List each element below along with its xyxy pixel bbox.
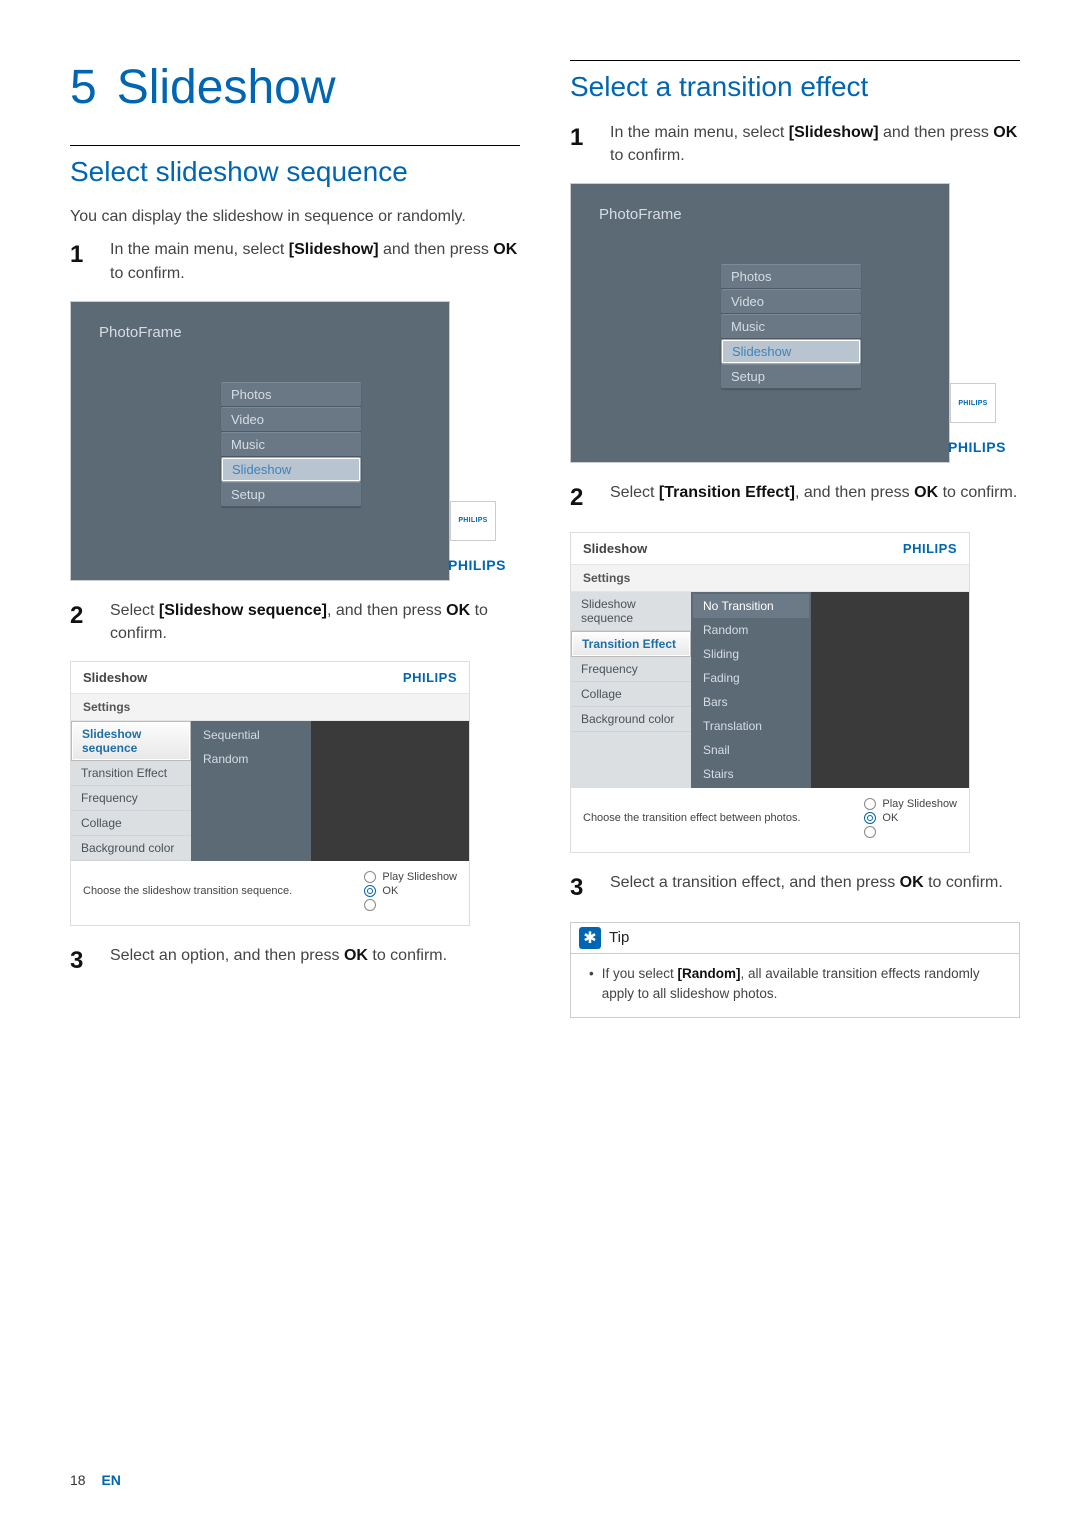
- philips-brand: PHILIPS: [403, 670, 457, 685]
- philips-logo-small: PHILIPS: [450, 501, 496, 541]
- step-text: Select [Slideshow sequence], and then pr…: [110, 599, 520, 645]
- list-item: Slideshow: [721, 339, 861, 364]
- step-number: 2: [70, 599, 110, 634]
- list-item: Background color: [571, 707, 691, 732]
- pfb-preview: [311, 721, 469, 861]
- list-item: Music: [721, 314, 861, 339]
- page-number: 18: [70, 1472, 86, 1488]
- philips-brand: PHILIPS: [903, 541, 957, 556]
- pfb-controls: Play Slideshow OK: [364, 871, 457, 911]
- pf-menu-list: PhotosVideoMusicSlideshowSetup: [221, 382, 361, 507]
- philips-brand: PHILIPS: [948, 439, 1006, 455]
- step-text: In the main menu, select [Slideshow] and…: [110, 238, 520, 284]
- pfb-mid-list: No TransitionRandomSlidingFadingBarsTran…: [691, 592, 811, 788]
- step-text: Select a transition effect, and then pre…: [610, 871, 1020, 894]
- pfb-left-list: Slideshow sequenceTransition EffectFrequ…: [71, 721, 191, 861]
- pf-menu-list: PhotosVideoMusicSlideshowSetup: [721, 264, 861, 389]
- page-footer: 18 EN: [70, 1472, 121, 1488]
- step-item: 1 In the main menu, select [Slideshow] a…: [70, 238, 520, 284]
- step-number: 1: [570, 121, 610, 156]
- list-item: Slideshow sequence: [571, 592, 691, 631]
- tip-icon: ✱: [579, 927, 601, 949]
- pfb-left-list: Slideshow sequenceTransition EffectFrequ…: [571, 592, 691, 788]
- bullet-icon: •: [589, 964, 594, 1003]
- list-item: Frequency: [71, 786, 191, 811]
- list-item: Translation: [693, 714, 809, 738]
- section-heading-right: Select a transition effect: [570, 71, 1020, 103]
- list-item: Bars: [693, 690, 809, 714]
- list-item: Music: [221, 432, 361, 457]
- pf-title: PhotoFrame: [99, 324, 182, 341]
- list-item: Video: [221, 407, 361, 432]
- step-number: 3: [70, 944, 110, 979]
- list-item: Video: [721, 289, 861, 314]
- list-item: Fading: [693, 666, 809, 690]
- tip-box: ✱ Tip • If you select [Random], all avai…: [570, 922, 1020, 1018]
- list-item: Collage: [71, 811, 191, 836]
- list-item: Setup: [721, 364, 861, 389]
- screenshot-photoframe-menu: PhotoFrame PhotosVideoMusicSlideshowSetu…: [70, 301, 450, 581]
- step-number: 1: [70, 238, 110, 273]
- step-number: 2: [570, 481, 610, 516]
- list-item: Transition Effect: [571, 631, 691, 657]
- screenshot-slideshow-settings: Slideshow PHILIPS Settings Slideshow seq…: [70, 661, 470, 926]
- list-item: Random: [193, 747, 309, 771]
- section-divider: [570, 60, 1020, 61]
- list-item: Photos: [221, 382, 361, 407]
- list-item: Slideshow: [221, 457, 361, 482]
- list-item: Snail: [693, 738, 809, 762]
- step-number: 3: [570, 871, 610, 906]
- step-text: Select an option, and then press OK to c…: [110, 944, 520, 967]
- tip-text: If you select [Random], all available tr…: [602, 964, 1005, 1003]
- intro-text: You can display the slideshow in sequenc…: [70, 206, 520, 228]
- pfb-title: Slideshow: [583, 541, 647, 556]
- section-heading-left: Select slideshow sequence: [70, 156, 520, 188]
- step-text: In the main menu, select [Slideshow] and…: [610, 121, 1020, 167]
- pfb-preview: [811, 592, 969, 788]
- list-item: Random: [693, 618, 809, 642]
- pfb-hint: Choose the slideshow transition sequence…: [83, 885, 292, 897]
- list-item: Setup: [221, 482, 361, 507]
- list-item: Photos: [721, 264, 861, 289]
- step-item: 2 Select [Transition Effect], and then p…: [570, 481, 1020, 516]
- screenshot-photoframe-menu: PhotoFrame PhotosVideoMusicSlideshowSetu…: [570, 183, 950, 463]
- list-item: Transition Effect: [71, 761, 191, 786]
- philips-logo-small: PHILIPS: [950, 383, 996, 423]
- pfb-title: Slideshow: [83, 670, 147, 685]
- pfb-controls: Play Slideshow OK: [864, 798, 957, 838]
- list-item: Frequency: [571, 657, 691, 682]
- list-item: Slideshow sequence: [71, 721, 191, 761]
- list-item: No Transition: [693, 594, 809, 618]
- step-item: 2 Select [Slideshow sequence], and then …: [70, 599, 520, 645]
- pfb-subtitle: Settings: [71, 693, 469, 721]
- list-item: Sliding: [693, 642, 809, 666]
- page-language: EN: [101, 1472, 120, 1488]
- step-item: 3 Select a transition effect, and then p…: [570, 871, 1020, 906]
- screenshot-transition-settings: Slideshow PHILIPS Settings Slideshow seq…: [570, 532, 970, 853]
- step-item: 1 In the main menu, select [Slideshow] a…: [570, 121, 1020, 167]
- step-text: Select [Transition Effect], and then pre…: [610, 481, 1020, 504]
- pfb-mid-list: SequentialRandom: [191, 721, 311, 861]
- pfb-subtitle: Settings: [571, 564, 969, 592]
- chapter-number: 5: [70, 61, 97, 114]
- tip-label: Tip: [609, 929, 629, 946]
- pf-title: PhotoFrame: [599, 206, 682, 223]
- list-item: Collage: [571, 682, 691, 707]
- chapter-heading: 5 Slideshow: [70, 60, 520, 115]
- step-item: 3 Select an option, and then press OK to…: [70, 944, 520, 979]
- pfb-hint: Choose the transition effect between pho…: [583, 812, 801, 824]
- list-item: Stairs: [693, 762, 809, 786]
- chapter-title: Slideshow: [117, 61, 336, 114]
- section-divider: [70, 145, 520, 146]
- philips-brand: PHILIPS: [448, 557, 506, 573]
- list-item: Sequential: [193, 723, 309, 747]
- list-item: Background color: [71, 836, 191, 861]
